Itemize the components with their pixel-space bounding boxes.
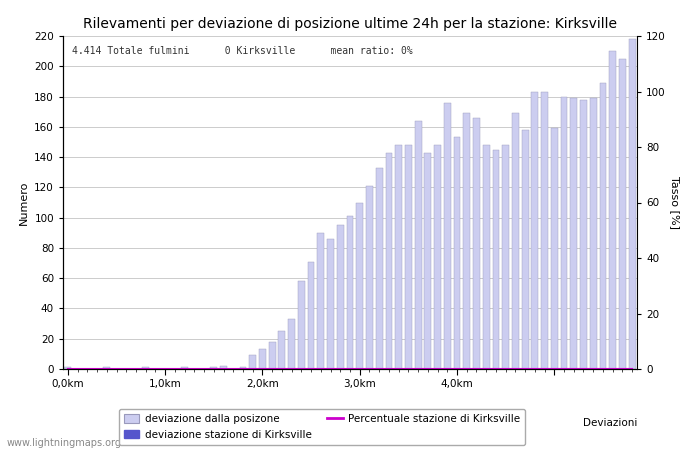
Bar xyxy=(512,113,519,369)
Text: Deviazioni: Deviazioni xyxy=(582,418,637,428)
Bar xyxy=(356,202,363,369)
Y-axis label: Numero: Numero xyxy=(19,180,29,225)
Bar xyxy=(473,118,480,369)
Bar xyxy=(531,92,538,369)
Bar xyxy=(104,368,110,369)
Bar xyxy=(590,98,596,369)
Bar xyxy=(561,97,568,369)
Bar xyxy=(454,137,461,369)
Bar xyxy=(522,130,528,369)
Bar xyxy=(64,368,71,369)
Bar xyxy=(249,356,256,369)
Bar xyxy=(220,366,227,369)
Bar xyxy=(337,225,344,369)
Legend: deviazione dalla posizone, deviazione stazione di Kirksville, Percentuale stazio: deviazione dalla posizone, deviazione st… xyxy=(118,409,526,445)
Bar xyxy=(308,261,314,369)
Bar xyxy=(327,239,334,369)
Bar xyxy=(211,368,217,369)
Bar xyxy=(483,145,489,369)
Bar xyxy=(551,128,558,369)
Bar xyxy=(609,51,616,369)
Bar xyxy=(599,83,606,369)
Bar xyxy=(386,153,392,369)
Bar xyxy=(493,149,499,369)
Bar xyxy=(570,98,578,369)
Bar xyxy=(414,121,421,369)
Bar xyxy=(181,368,188,369)
Bar xyxy=(434,145,441,369)
Bar xyxy=(288,319,295,369)
Bar xyxy=(424,153,431,369)
Bar xyxy=(298,281,304,369)
Bar xyxy=(346,216,354,369)
Bar xyxy=(619,58,626,369)
Bar xyxy=(239,368,246,369)
Title: Rilevamenti per deviazione di posizione ultime 24h per la stazione: Kirksville: Rilevamenti per deviazione di posizione … xyxy=(83,17,617,31)
Bar xyxy=(405,145,412,369)
Bar xyxy=(279,331,286,369)
Text: 4.414 Totale fulmini      0 Kirksville      mean ratio: 0%: 4.414 Totale fulmini 0 Kirksville mean r… xyxy=(71,46,412,56)
Bar xyxy=(259,349,266,369)
Bar xyxy=(366,186,373,369)
Bar xyxy=(580,99,587,369)
Bar xyxy=(142,368,149,369)
Bar xyxy=(463,113,470,369)
Bar xyxy=(444,103,451,369)
Bar xyxy=(503,145,509,369)
Bar xyxy=(376,168,383,369)
Y-axis label: Tasso [%]: Tasso [%] xyxy=(670,176,680,229)
Bar xyxy=(317,233,324,369)
Bar xyxy=(541,92,548,369)
Text: www.lightningmaps.org: www.lightningmaps.org xyxy=(7,438,122,448)
Bar xyxy=(395,145,402,369)
Bar xyxy=(269,342,276,369)
Bar xyxy=(629,39,636,369)
